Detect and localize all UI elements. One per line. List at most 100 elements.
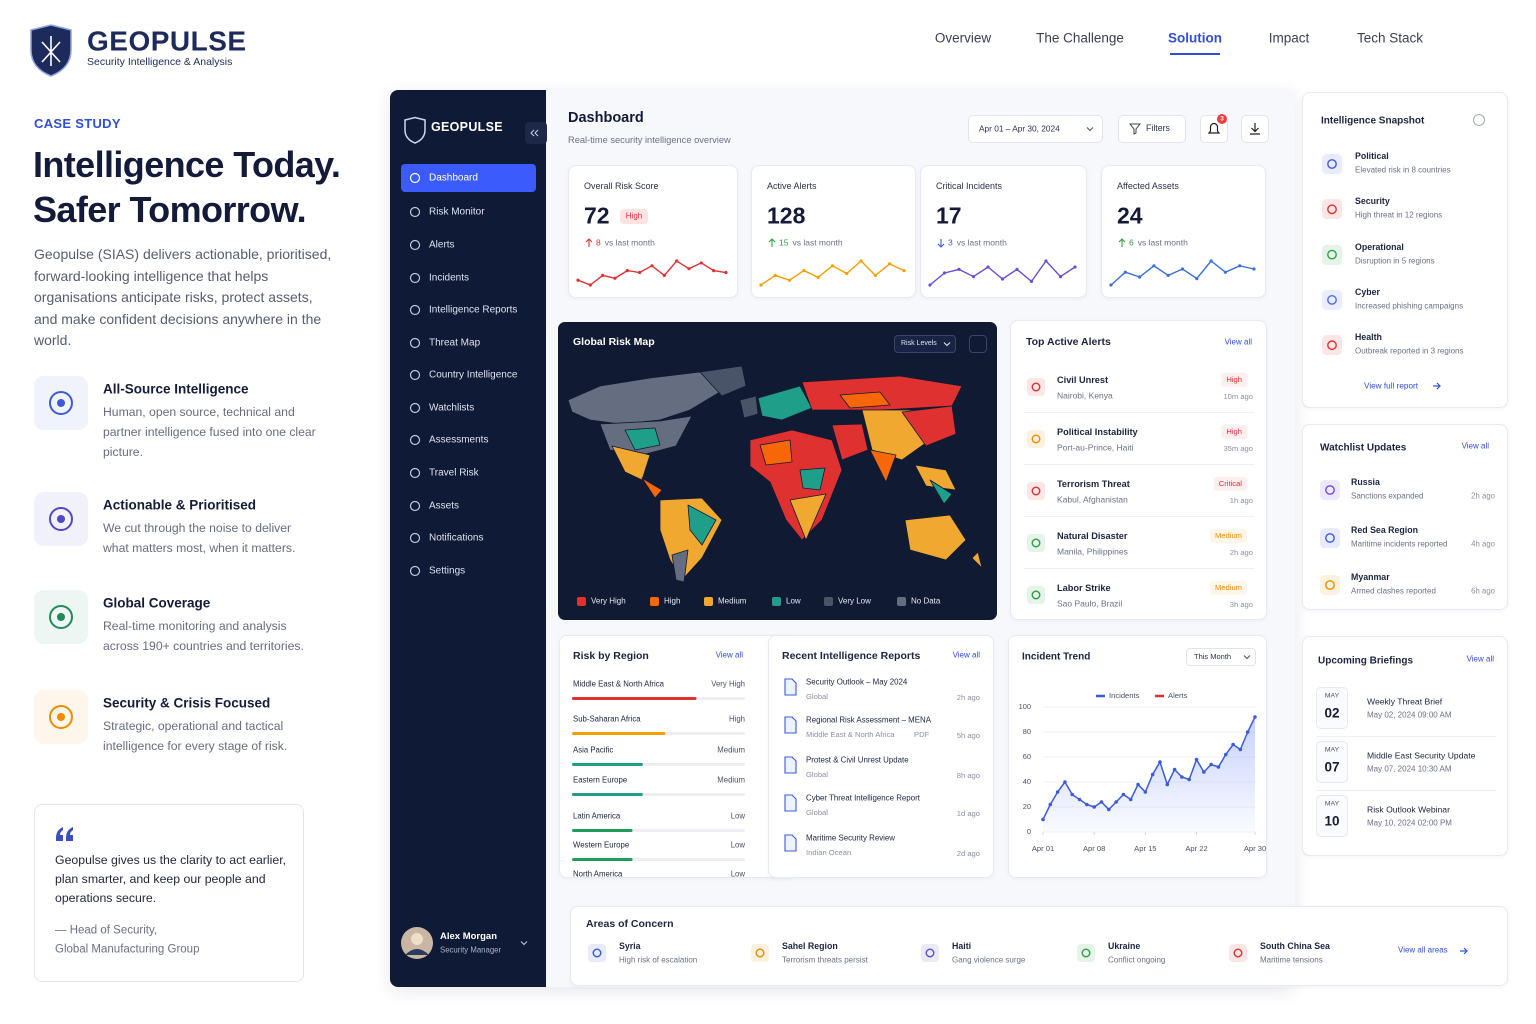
menu-item[interactable]: Risk Monitor <box>429 206 485 218</box>
nav-link[interactable]: Impact <box>1268 30 1310 46</box>
alert-level: Medium <box>1209 528 1247 544</box>
kpi-label: Overall Risk Score <box>584 181 659 192</box>
user-role: Security Manager <box>440 945 502 955</box>
card-title: Upcoming Briefings <box>1318 655 1414 667</box>
card-title: Risk by Region <box>573 650 649 663</box>
report-time: 1d ago <box>956 808 980 818</box>
alert-icon <box>1027 534 1045 552</box>
alert-title: Natural Disaster <box>1057 530 1128 541</box>
x-tick-label: Apr 15 <box>1134 843 1157 853</box>
report-region: Indian Ocean <box>806 847 852 857</box>
y-tick-label: 40 <box>1022 776 1031 786</box>
legend-label: High <box>664 596 681 606</box>
card-link[interactable]: View all <box>1461 441 1489 451</box>
menu-item[interactable]: Notifications <box>429 532 484 544</box>
card-title: Top Active Alerts <box>1026 336 1111 349</box>
quote-text: Geopulse gives us the clarity to act ear… <box>55 853 287 906</box>
region-level: Low <box>730 840 745 850</box>
map-control[interactable] <box>894 335 956 353</box>
dashboard-subtitle: Real-time security intelligence overview <box>568 134 731 145</box>
kpi-note: vs last month <box>604 237 655 248</box>
feature-icon <box>34 492 88 546</box>
watchlist-time: 2h ago <box>1471 491 1495 501</box>
feature-icon <box>34 590 88 644</box>
hero-title: Intelligence Today. <box>33 144 341 186</box>
area-icon <box>921 944 939 962</box>
snapshot-note: Elevated risk in 8 countries <box>1355 165 1451 175</box>
area-name: South China Sea <box>1260 941 1330 952</box>
region-level: Low <box>730 811 745 821</box>
area-icon <box>588 944 606 962</box>
feature-text: Human, open source, technical and partne… <box>103 405 316 459</box>
date-picker[interactable] <box>968 115 1103 143</box>
x-tick-label: Apr 01 <box>1031 843 1055 853</box>
kpi-value: 72 <box>584 202 610 229</box>
region-level: Low <box>730 869 745 879</box>
menu-item[interactable]: Intelligence Reports <box>429 304 518 316</box>
notification-badge <box>1217 114 1227 124</box>
watchlist-note: Sanctions expanded <box>1351 491 1424 501</box>
watchlist-icon <box>1320 480 1340 500</box>
kpi-change: 3 <box>948 237 953 248</box>
card-link[interactable]: View all areas <box>1398 945 1448 955</box>
region-level: High <box>728 714 745 724</box>
kpi-change: 8 <box>596 237 601 248</box>
notification-count: 3 <box>1220 115 1224 123</box>
nav-link[interactable]: The Challenge <box>1036 30 1124 46</box>
menu-item[interactable]: Assets <box>429 500 460 512</box>
legend-swatch <box>577 597 586 606</box>
menu-item[interactable]: Watchlists <box>429 402 475 414</box>
menu-item[interactable]: Assessments <box>429 434 489 446</box>
report-title: Protest & Civil Unrest Update <box>806 755 909 765</box>
nav-link[interactable]: Tech Stack <box>1356 30 1424 46</box>
map-expand[interactable] <box>969 335 987 353</box>
trend-control[interactable] <box>1186 648 1256 666</box>
menu-item[interactable]: Threat Map <box>429 337 481 349</box>
kpi-label: Affected Assets <box>1117 181 1179 192</box>
menu-item[interactable]: Country Intelligence <box>429 369 518 381</box>
menu-item[interactable]: Alerts <box>429 239 455 251</box>
snapshot-icon <box>1322 289 1342 310</box>
card-link[interactable]: View all <box>952 650 980 660</box>
menu-item[interactable]: Incidents <box>429 272 470 284</box>
collapse-button[interactable] <box>525 122 547 144</box>
alert-icon <box>1027 482 1045 500</box>
briefing-datetime: May 02, 2024 09:00 AM <box>1367 710 1452 720</box>
menu-active[interactable] <box>401 164 536 192</box>
area-note: Gang violence surge <box>952 955 1026 965</box>
date-chip <box>1316 795 1348 837</box>
menu-item[interactable]: Dashboard <box>429 172 478 184</box>
date-chip <box>1316 687 1348 729</box>
divider <box>1024 464 1254 465</box>
legend-swatch <box>897 597 906 606</box>
menu-item[interactable]: Travel Risk <box>429 467 479 479</box>
briefing-month: MAY <box>1324 746 1340 754</box>
hero-description: Geopulse (SIAS) delivers actionable, pri… <box>34 246 332 349</box>
region-level: Medium <box>717 775 745 785</box>
alert-title: Civil Unrest <box>1057 374 1109 385</box>
card-link[interactable]: View all <box>1224 337 1252 347</box>
nav-link[interactable]: Solution <box>1168 30 1222 46</box>
card-link[interactable]: View full report <box>1364 381 1419 391</box>
feature-text: Real-time monitoring and analysis across… <box>103 619 304 653</box>
alert-title: Political Instability <box>1057 426 1138 437</box>
download-button[interactable] <box>1241 115 1269 143</box>
watchlist-note: Maritime incidents reported <box>1351 539 1448 549</box>
briefing-day: 10 <box>1324 813 1340 829</box>
legend-swatch <box>824 597 833 606</box>
date-range: Apr 01 – Apr 30, 2024 <box>979 123 1060 134</box>
legend-swatch <box>704 597 713 606</box>
region-name: Asia Pacific <box>573 745 614 755</box>
alert-location: Manila, Philippines <box>1057 546 1128 557</box>
kpi-value: 17 <box>936 202 962 229</box>
menu-item[interactable]: Settings <box>429 565 466 577</box>
region-name: North America <box>573 869 623 879</box>
divider <box>1024 568 1254 569</box>
region-level: Medium <box>717 745 745 755</box>
tagline: Security Intelligence & Analysis <box>87 56 233 69</box>
report-time: 2d ago <box>956 848 980 858</box>
card-link[interactable]: View all <box>715 650 743 660</box>
card-link[interactable]: View all <box>1466 654 1494 664</box>
briefing-title: Middle East Security Update <box>1367 750 1476 761</box>
nav-link[interactable]: Overview <box>934 30 992 46</box>
